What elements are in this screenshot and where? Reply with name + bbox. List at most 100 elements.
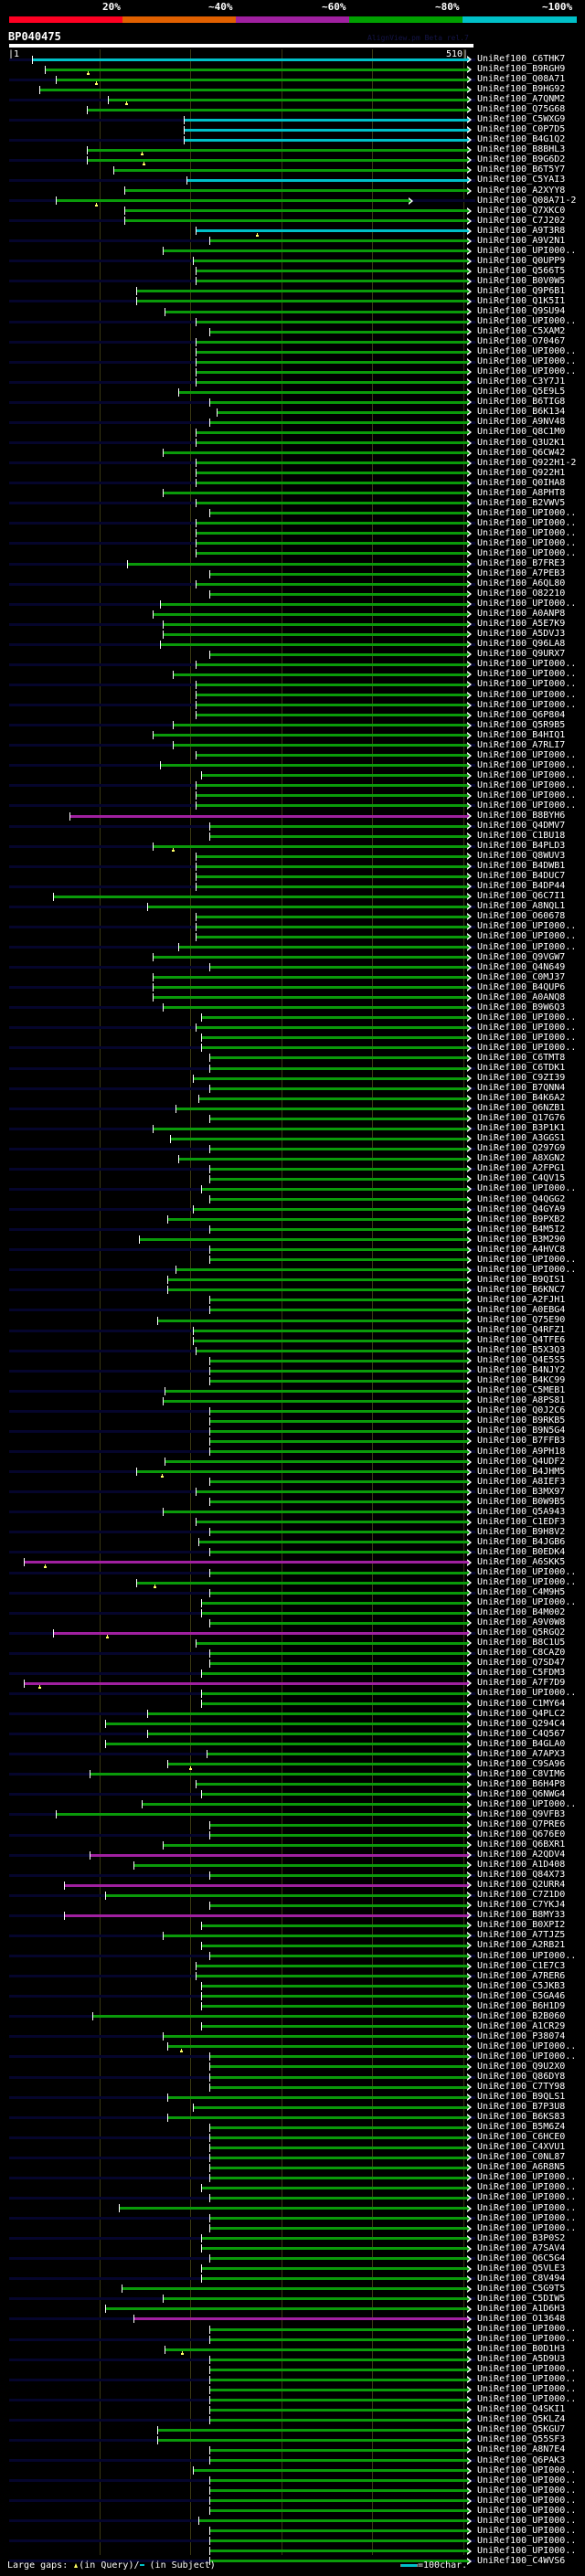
hit-label[interactable]: UniRef100_Q7XKC0: [477, 205, 566, 216]
hit-label[interactable]: UniRef100_A7RER6: [477, 1970, 566, 1981]
hit-label[interactable]: UniRef100_B9G6D2: [477, 154, 566, 165]
hit-label[interactable]: UniRef100_A0ANQ8: [477, 991, 566, 1002]
alignment-bar[interactable]: [195, 663, 468, 666]
alignment-bar[interactable]: [208, 2065, 468, 2069]
hit-label[interactable]: UniRef100_UPI000..: [477, 2222, 577, 2233]
hit-label[interactable]: UniRef100_UPI000..: [477, 2535, 577, 2546]
hit-label[interactable]: UniRef100_C4XVU1: [477, 2142, 566, 2153]
hit-label[interactable]: UniRef100_UPI000..: [477, 1022, 577, 1033]
hit-label[interactable]: UniRef100_Q6C7I1: [477, 891, 566, 902]
alignment-bar[interactable]: [200, 2025, 468, 2029]
alignment-bar[interactable]: [195, 935, 468, 938]
alignment-bar[interactable]: [208, 1409, 468, 1413]
hit-label[interactable]: UniRef100_Q4DMV7: [477, 821, 566, 832]
hit-label[interactable]: UniRef100_UPI000..: [477, 2515, 577, 2526]
alignment-bar[interactable]: [208, 1531, 468, 1534]
alignment-bar[interactable]: [195, 875, 468, 878]
hit-label[interactable]: UniRef100_A9NV48: [477, 417, 566, 428]
alignment-bar[interactable]: [208, 239, 468, 243]
alignment-bar[interactable]: [208, 2227, 468, 2231]
hit-label[interactable]: UniRef100_B4DUC7: [477, 871, 566, 882]
alignment-bar[interactable]: [208, 2509, 468, 2513]
alignment-bar[interactable]: [195, 885, 468, 888]
alignment-bar[interactable]: [200, 2277, 468, 2281]
hit-label[interactable]: UniRef100_Q5E9L5: [477, 387, 566, 398]
hit-label[interactable]: UniRef100_C8VIM6: [477, 1768, 566, 1779]
hit-label[interactable]: UniRef100_Q4TFE6: [477, 1335, 566, 1346]
hit-label[interactable]: UniRef100_A6SKK5: [477, 1556, 566, 1567]
hit-label[interactable]: UniRef100_Q96LA8: [477, 639, 566, 650]
hit-label[interactable]: UniRef100_A2QDV4: [477, 1850, 566, 1860]
alignment-bar[interactable]: [195, 582, 468, 586]
alignment-bar[interactable]: [195, 542, 468, 546]
hit-label[interactable]: UniRef100_UPI000..: [477, 2051, 577, 2062]
hit-label[interactable]: UniRef100_UPI000..: [477, 1264, 577, 1275]
alignment-bar[interactable]: [195, 482, 468, 485]
hit-label[interactable]: UniRef100_B9RKB5: [477, 1415, 566, 1426]
alignment-bar[interactable]: [195, 683, 468, 686]
alignment-bar[interactable]: [208, 2085, 468, 2089]
hit-label[interactable]: UniRef100_UPI000..: [477, 790, 577, 800]
alignment-bar[interactable]: [208, 1429, 468, 1433]
alignment-bar[interactable]: [208, 834, 468, 838]
hit-label[interactable]: UniRef100_Q5R9B5: [477, 719, 566, 730]
alignment-bar[interactable]: [195, 1026, 468, 1030]
alignment-bar[interactable]: [163, 1511, 468, 1514]
alignment-bar[interactable]: [133, 2317, 468, 2321]
hit-label[interactable]: UniRef100_C5JKB3: [477, 1980, 566, 1991]
hit-label[interactable]: UniRef100_C9ZI39: [477, 1073, 566, 1084]
alignment-bar[interactable]: [163, 622, 468, 626]
alignment-bar[interactable]: [208, 592, 468, 596]
alignment-bar[interactable]: [195, 502, 468, 505]
hit-label[interactable]: UniRef100_B3P1K1: [477, 1123, 566, 1134]
hit-label[interactable]: UniRef100_UPI000..: [477, 941, 577, 952]
hit-label[interactable]: UniRef100_UPI000..: [477, 2364, 577, 2375]
alignment-bar[interactable]: [176, 1107, 468, 1110]
hit-label[interactable]: UniRef100_A6R8N5: [477, 2162, 566, 2173]
hit-label[interactable]: UniRef100_UPI000..: [477, 800, 577, 811]
alignment-bar[interactable]: [167, 1218, 468, 1222]
alignment-bar[interactable]: [152, 1127, 468, 1130]
alignment-bar[interactable]: [208, 1248, 468, 1252]
hit-label[interactable]: UniRef100_Q75G68: [477, 104, 566, 115]
hit-label[interactable]: UniRef100_A6QL80: [477, 578, 566, 589]
alignment-bar[interactable]: [133, 1863, 468, 1867]
hit-label[interactable]: UniRef100_Q676E0: [477, 1829, 566, 1840]
hit-label[interactable]: UniRef100_Q566T5: [477, 265, 566, 276]
hit-label[interactable]: UniRef100_UPI000..: [477, 689, 577, 700]
alignment-bar[interactable]: [135, 1470, 468, 1474]
alignment-bar[interactable]: [163, 249, 468, 253]
hit-label[interactable]: UniRef100_B7FRE3: [477, 558, 566, 568]
hit-label[interactable]: UniRef100_B9QLS1: [477, 2092, 566, 2103]
hit-label[interactable]: UniRef100_C6TDK1: [477, 1063, 566, 1073]
hit-label[interactable]: UniRef100_Q6P804: [477, 709, 566, 720]
alignment-bar[interactable]: [146, 1733, 468, 1736]
hit-label[interactable]: UniRef100_Q4PLC2: [477, 1708, 566, 1719]
alignment-bar[interactable]: [208, 2176, 468, 2179]
hit-label[interactable]: UniRef100_UPI000..: [477, 749, 577, 760]
alignment-bar[interactable]: [208, 1369, 468, 1373]
hit-label[interactable]: UniRef100_UPI000..: [477, 2545, 577, 2556]
alignment-bar[interactable]: [89, 1773, 468, 1776]
alignment-bar[interactable]: [167, 1278, 468, 1282]
alignment-bar[interactable]: [197, 2519, 468, 2523]
hit-label[interactable]: UniRef100_UPI000..: [477, 366, 577, 377]
hit-label[interactable]: UniRef100_A9T3R8: [477, 225, 566, 236]
alignment-bar[interactable]: [113, 168, 468, 172]
hit-label[interactable]: UniRef100_A8NQL1: [477, 901, 566, 912]
alignment-bar[interactable]: [208, 1299, 468, 1302]
alignment-bar[interactable]: [208, 1651, 468, 1655]
alignment-bar[interactable]: [208, 1621, 468, 1625]
hit-label[interactable]: UniRef100_B4PLD3: [477, 841, 566, 852]
hit-label[interactable]: UniRef100_Q4SKI1: [477, 2404, 566, 2415]
hit-label[interactable]: UniRef100_O13648: [477, 2313, 566, 2324]
hit-label[interactable]: UniRef100_Q6BXR1: [477, 1839, 566, 1850]
hit-label[interactable]: UniRef100_UPI000..: [477, 2324, 577, 2334]
alignment-bar[interactable]: [200, 1611, 468, 1615]
alignment-bar[interactable]: [195, 1975, 468, 1978]
hit-label[interactable]: UniRef100_A4HVC8: [477, 1244, 566, 1255]
hit-label[interactable]: UniRef100_B4K6A2: [477, 1093, 566, 1104]
hit-label[interactable]: UniRef100_Q922H1-2: [477, 457, 577, 468]
alignment-bar[interactable]: [152, 734, 468, 737]
alignment-bar[interactable]: [138, 1238, 468, 1242]
